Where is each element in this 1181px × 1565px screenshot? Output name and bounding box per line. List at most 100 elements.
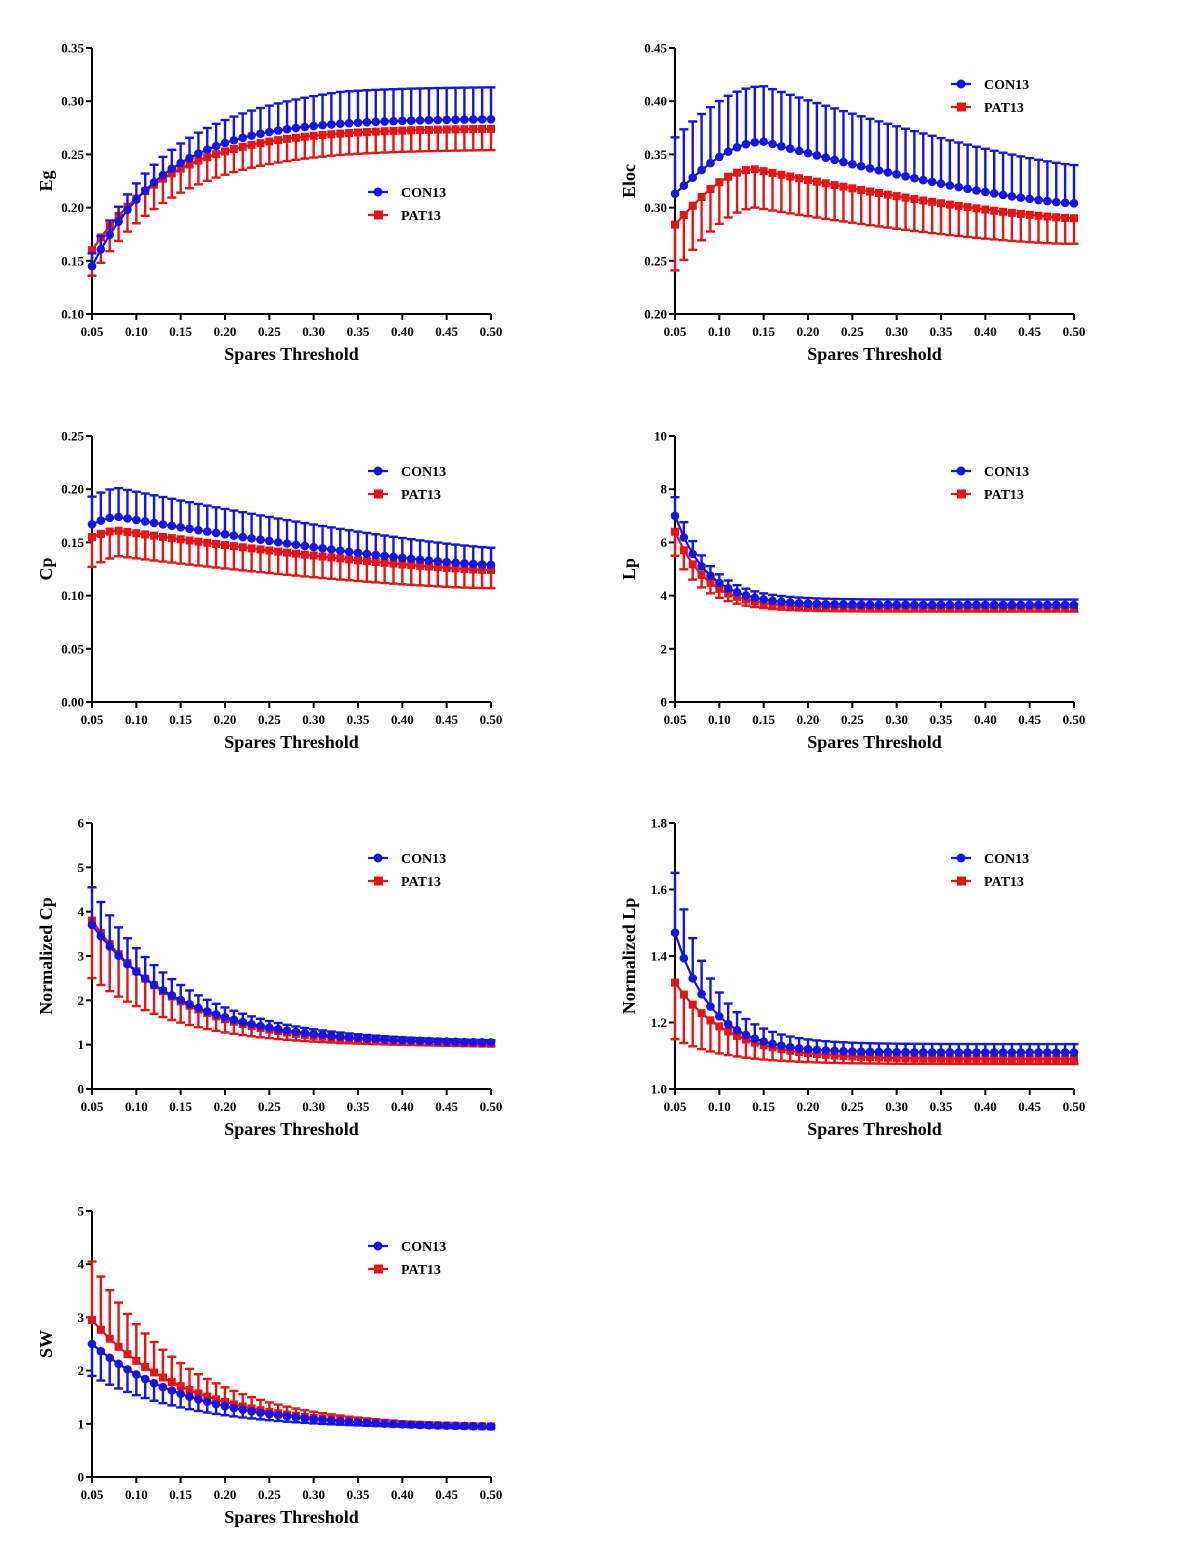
data-point bbox=[715, 1012, 724, 1021]
y-tick-label: 8 bbox=[661, 482, 668, 497]
chart-panel-7: 0 1 2 3 4 5 0.05 0.10 0.15 0.20 0.25 0.30 0.35 0.40 0.… bbox=[36, 1204, 502, 1528]
legend-label: PAT13 bbox=[401, 488, 441, 503]
data-point bbox=[688, 549, 698, 559]
y-tick-label: 0.30 bbox=[644, 200, 667, 215]
x-tick-label: 0.05 bbox=[81, 1487, 104, 1502]
series-pat13 bbox=[87, 526, 496, 590]
data-point bbox=[865, 600, 875, 610]
series-line bbox=[91, 127, 492, 251]
data-point bbox=[795, 174, 804, 183]
data-point bbox=[1051, 197, 1061, 207]
data-point bbox=[928, 1054, 937, 1063]
x-tick-label: 0.05 bbox=[81, 324, 104, 339]
x-tick-label: 0.10 bbox=[125, 1099, 148, 1114]
data-point bbox=[318, 544, 327, 553]
data-point bbox=[715, 178, 724, 187]
data-point bbox=[478, 124, 487, 133]
data-point bbox=[724, 589, 733, 598]
data-point bbox=[759, 595, 768, 604]
data-point bbox=[336, 129, 345, 138]
x-tick-label: 0.10 bbox=[125, 1487, 148, 1502]
data-point bbox=[150, 531, 159, 540]
x-tick-label: 0.30 bbox=[885, 1099, 908, 1114]
data-point bbox=[741, 591, 751, 600]
y-tick-label: 5 bbox=[78, 1204, 85, 1219]
y-tick-label: 0.15 bbox=[61, 535, 84, 550]
data-point bbox=[1025, 600, 1034, 610]
legend-entry-con13: CON13 bbox=[951, 78, 1029, 93]
data-point bbox=[1007, 192, 1017, 201]
data-point bbox=[238, 543, 247, 552]
chart-panel-2: 0.20 0.25 0.30 0.35 0.40 0.45 0.05 0.10 0.15 0.20… bbox=[619, 41, 1085, 365]
y-tick-label: 10 bbox=[654, 429, 667, 444]
legend-entry-pat13: PAT13 bbox=[951, 101, 1024, 116]
data-point bbox=[105, 942, 115, 951]
data-point bbox=[697, 562, 706, 571]
series-line bbox=[91, 118, 492, 267]
legend-marker bbox=[374, 876, 383, 886]
data-point bbox=[856, 161, 866, 171]
y-axis-title: Cp bbox=[36, 557, 56, 580]
data-point bbox=[848, 1052, 857, 1061]
data-point bbox=[291, 1413, 301, 1422]
series-line bbox=[674, 981, 1075, 1061]
data-point bbox=[424, 115, 434, 125]
x-tick-label: 0.20 bbox=[797, 712, 820, 727]
data-point bbox=[821, 1046, 831, 1055]
data-point bbox=[989, 600, 999, 610]
x-tick-label: 0.05 bbox=[81, 1099, 104, 1114]
x-tick-label: 0.15 bbox=[169, 1099, 192, 1114]
x-tick-label: 0.15 bbox=[169, 712, 192, 727]
data-point bbox=[211, 1399, 221, 1409]
legend-entry-con13: CON13 bbox=[368, 852, 446, 867]
data-point bbox=[362, 117, 372, 127]
x-tick-label: 0.05 bbox=[664, 324, 687, 339]
y-tick-label: 0.20 bbox=[61, 200, 84, 215]
data-point bbox=[309, 121, 318, 131]
data-point bbox=[972, 204, 981, 213]
y-tick-label: 1.6 bbox=[651, 882, 668, 897]
data-point bbox=[910, 173, 919, 183]
y-tick-label: 4 bbox=[78, 904, 85, 919]
data-point bbox=[460, 564, 469, 573]
data-point bbox=[733, 168, 742, 177]
data-point bbox=[856, 600, 866, 609]
data-point bbox=[273, 1410, 283, 1420]
data-point bbox=[679, 533, 689, 542]
data-point bbox=[892, 1047, 901, 1057]
data-point bbox=[176, 523, 185, 532]
data-point bbox=[282, 1026, 292, 1035]
data-point bbox=[821, 153, 831, 162]
series-pat13 bbox=[670, 978, 1079, 1066]
data-point bbox=[469, 125, 478, 134]
legend-marker bbox=[374, 489, 383, 499]
data-point bbox=[273, 537, 283, 547]
data-point bbox=[140, 517, 150, 526]
y-axis-title: Eg bbox=[36, 170, 56, 191]
legend-label: CON13 bbox=[401, 465, 446, 480]
data-point bbox=[487, 566, 495, 575]
data-point bbox=[362, 128, 371, 137]
data-point bbox=[220, 138, 230, 148]
x-tick-label: 0.25 bbox=[841, 324, 864, 339]
data-point bbox=[185, 1386, 194, 1395]
data-point bbox=[344, 1417, 354, 1427]
data-point bbox=[706, 1002, 715, 1011]
data-point bbox=[344, 118, 354, 128]
data-point bbox=[1043, 1055, 1052, 1064]
y-tick-label: 3 bbox=[78, 949, 85, 964]
data-point bbox=[256, 545, 265, 554]
data-point bbox=[706, 578, 715, 587]
data-point bbox=[167, 534, 176, 543]
data-point bbox=[706, 571, 715, 581]
legend-entry-con13: CON13 bbox=[368, 465, 446, 480]
data-point bbox=[812, 1045, 822, 1055]
data-point bbox=[998, 600, 1008, 610]
data-point bbox=[300, 541, 310, 551]
data-point bbox=[220, 1012, 230, 1022]
x-tick-label: 0.05 bbox=[664, 712, 687, 727]
data-point bbox=[768, 139, 777, 149]
data-point bbox=[202, 527, 212, 536]
data-point bbox=[918, 175, 928, 185]
data-point bbox=[451, 125, 460, 134]
